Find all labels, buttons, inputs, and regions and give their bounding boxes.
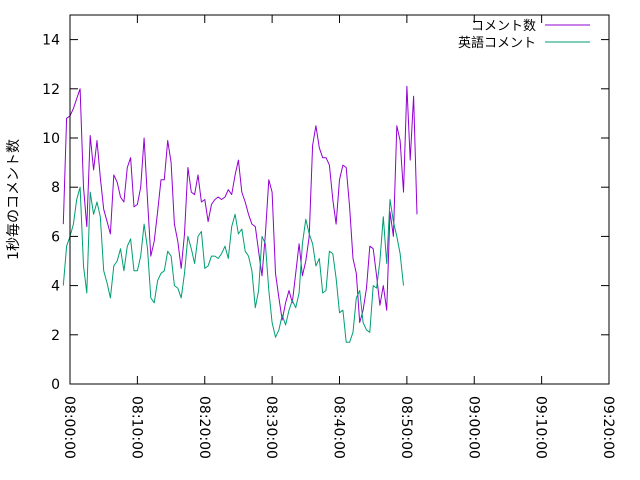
x-tick-label: 08:30:00: [263, 396, 279, 459]
y-tick-label: 6: [51, 229, 60, 245]
y-tick-label: 2: [51, 328, 60, 344]
y-tick-label: 8: [51, 180, 60, 196]
y-tick-label: 12: [42, 82, 60, 98]
series-layer: [62, 85, 418, 343]
x-tick-label: 08:00:00: [61, 396, 77, 459]
y-tick-label: 10: [42, 131, 60, 147]
x-tick-label: 08:10:00: [128, 396, 144, 459]
x-tick-label: 08:50:00: [398, 396, 414, 459]
x-tick-label: 08:40:00: [331, 396, 347, 459]
y-tick-label: 14: [42, 33, 60, 49]
y-axis: 0 2 4 6 8 10 12 14: [42, 33, 609, 393]
legend-label: 英語コメント: [458, 35, 536, 51]
x-tick-label: 09:20:00: [600, 396, 616, 459]
plot-frame: [69, 14, 610, 385]
x-axis: 08:00:00 08:10:00 08:20:00 08:30:00 08:40:00…: [61, 15, 616, 459]
legend-label: コメント数: [471, 19, 536, 34]
y-tick-label: 4: [51, 279, 60, 295]
series-line-2: [62, 186, 404, 343]
x-tick-label: 08:20:00: [196, 396, 212, 459]
y-tick-label: 0: [51, 377, 60, 393]
y-axis-label: 1秒毎のコメント数: [6, 139, 22, 260]
x-tick-label: 09:00:00: [465, 396, 481, 459]
series-line-1: [62, 85, 418, 323]
x-tick-label: 09:10:00: [533, 396, 549, 459]
